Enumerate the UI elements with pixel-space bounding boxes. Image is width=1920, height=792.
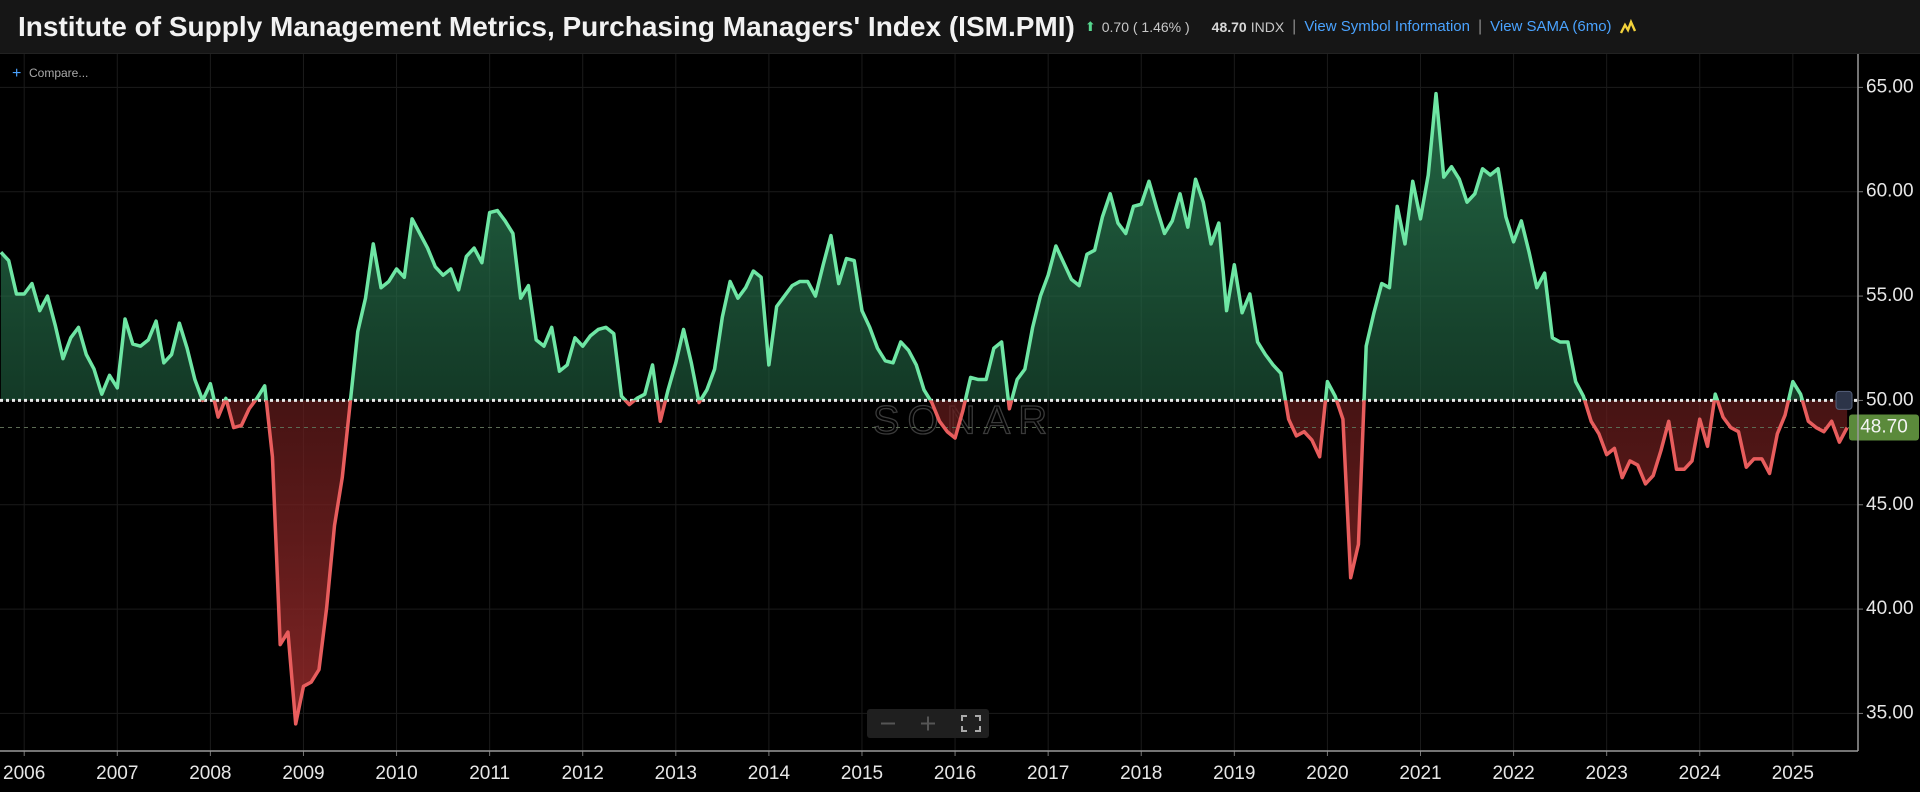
y-tick-label: 65.00 (1866, 76, 1914, 97)
compare-label: Compare... (29, 66, 88, 80)
sama-link[interactable]: View SAMA (6mo) (1490, 18, 1612, 35)
up-arrow: ⬆ (1084, 18, 1096, 34)
y-tick-label: 50.00 (1866, 389, 1914, 410)
last-value-box (1849, 414, 1919, 441)
x-tick-label: 2024 (1679, 763, 1722, 784)
title: Institute of Supply Management Metrics, … (18, 10, 1075, 42)
zoom-in-icon[interactable] (921, 716, 935, 731)
x-tick-label: 2013 (655, 763, 697, 784)
y-tick-label: 35.00 (1866, 702, 1914, 723)
x-tick-label: 2019 (1213, 763, 1255, 784)
separator: | (1292, 17, 1297, 35)
x-tick-label: 2014 (748, 763, 791, 784)
icon-path (1619, 18, 1636, 34)
x-tick-label: 2023 (1586, 763, 1628, 784)
threshold-marker (1835, 390, 1853, 410)
x-tick-label: 2020 (1306, 763, 1348, 784)
line-above (0, 91, 1805, 401)
x-tick-label: 2016 (934, 763, 976, 784)
line-below (200, 400, 1849, 726)
x-tick-label: 2007 (96, 763, 138, 784)
x-tick-label: 2025 (1772, 763, 1814, 784)
y-tick-label: 60.00 (1866, 181, 1914, 202)
x-tick-label: 2012 (562, 763, 604, 784)
change: 0.70 ( 1.46% ) (1101, 18, 1190, 35)
x-tick-label: 2015 (841, 763, 883, 784)
last-value-label: 48.70 (1860, 417, 1908, 438)
y-tick-label: 45.00 (1866, 494, 1914, 515)
area-above (0, 93, 1848, 401)
separator: | (1477, 17, 1483, 35)
y-tick-label: 40.00 (1866, 598, 1914, 619)
zoom-controls[interactable] (867, 709, 989, 738)
header-bar: Institute of Supply Management Metrics, … (0, 0, 1920, 54)
unit: INDX (1250, 18, 1285, 35)
x-tick-label: 2018 (1120, 763, 1162, 784)
x-tick-label: 2010 (375, 763, 417, 784)
x-tick-label: 2011 (469, 763, 510, 784)
fullscreen-icon[interactable] (961, 715, 981, 732)
x-tick-label: 2006 (3, 763, 45, 784)
y-tick-label: 55.00 (1866, 285, 1914, 306)
symbol-info-link[interactable]: View Symbol Information (1304, 18, 1470, 35)
area-below (214, 400, 1848, 724)
x-tick-label: 2009 (282, 763, 324, 784)
x-tick-label: 2021 (1399, 763, 1441, 784)
compare-button[interactable]: + Compare... (12, 65, 88, 82)
last-price: 48.70 (1211, 18, 1247, 35)
x-tick-label: 2017 (1027, 763, 1069, 784)
x-tick-label: 2008 (189, 763, 231, 784)
x-tick-label: 2022 (1492, 763, 1534, 784)
sama-icon[interactable] (1618, 17, 1638, 37)
compare-plus: + (12, 65, 21, 82)
